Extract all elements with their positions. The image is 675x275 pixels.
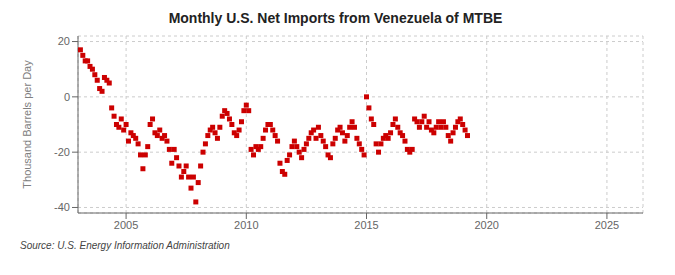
svg-text:-20: -20 xyxy=(54,146,70,158)
svg-text:2005: 2005 xyxy=(114,219,138,231)
html-text:Source: U.S. Energy Informatio: Source: U.S. Energy Information Administ… xyxy=(20,240,230,251)
svg-text:2010: 2010 xyxy=(234,219,258,231)
svg-text:20: 20 xyxy=(58,35,70,47)
svg-text:2020: 2020 xyxy=(474,219,498,231)
svg-text:2025: 2025 xyxy=(595,219,619,231)
html-text:Monthly U.S. Net Imports from: Monthly U.S. Net Imports from Venezuela … xyxy=(168,10,503,26)
svg-text:0: 0 xyxy=(64,91,70,103)
svg-text:Thousand Barrels per Day: Thousand Barrels per Day xyxy=(21,60,33,189)
svg-text:2015: 2015 xyxy=(354,219,378,231)
svg-text:-40: -40 xyxy=(54,201,70,213)
